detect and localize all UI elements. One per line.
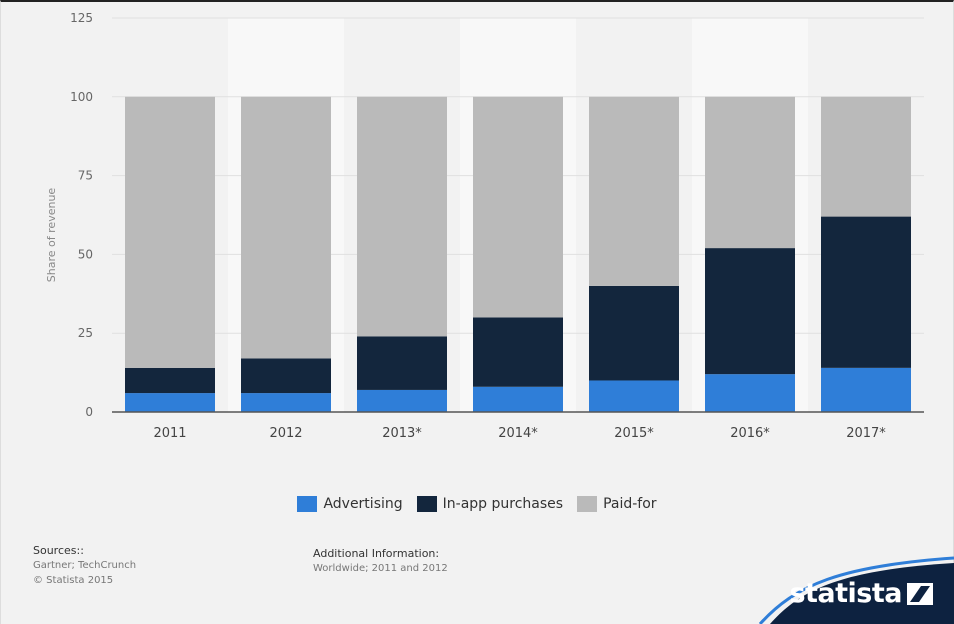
bar-in-app-purchases-2017[interactable] [821,216,911,368]
additional-info-title: Additional Information: [313,547,440,560]
y-tick-label: 50 [78,247,93,261]
bar-paid-for-2017[interactable] [821,96,911,217]
bar-in-app-purchases-2012[interactable] [241,358,331,394]
bar-in-app-purchases-2016[interactable] [705,248,795,375]
x-tick-label: 2016* [730,426,770,441]
legend-item-in-app-purchases[interactable]: In-app purchases [416,496,564,512]
bar-advertising-2016[interactable] [705,374,795,412]
x-tick-label: 2013* [382,426,422,441]
bar-advertising-2017[interactable] [821,367,911,412]
y-tick-label: 25 [78,326,93,340]
bar-advertising-2015[interactable] [589,380,679,412]
bar-paid-for-2011[interactable] [125,96,215,368]
x-tick-label: 2014* [498,426,538,441]
sources-line[interactable]: Gartner; TechCrunch [33,560,137,571]
sources-title: Sources:: [33,544,84,557]
legend-item-paid-for[interactable]: Paid-for [577,496,657,512]
legend-swatch-advertising [297,496,318,512]
bar-paid-for-2015[interactable] [589,96,679,286]
legend-swatch-paid-for [577,496,598,512]
legend-item-advertising[interactable]: Advertising [297,496,403,512]
y-tick-label: 0 [85,405,93,419]
y-tick-label: 125 [70,11,93,25]
x-tick-label: 2011 [153,426,186,441]
bar-advertising-2013[interactable] [357,389,447,412]
legend-label-in-app-purchases: In-app purchases [442,496,564,512]
x-tick-label: 2015* [614,426,654,441]
bar-in-app-purchases-2013[interactable] [357,336,447,390]
legend-swatch-in-app-purchases [416,496,437,512]
additional-info-line: Worldwide; 2011 and 2012 [313,563,448,574]
bar-paid-for-2012[interactable] [241,96,331,359]
bar-advertising-2011[interactable] [125,393,215,412]
statista-logo-text[interactable]: statista [789,578,902,609]
bar-paid-for-2013[interactable] [357,96,447,337]
y-tick-label: 75 [78,169,93,183]
copyright-line: © Statista 2015 [33,575,114,586]
bar-in-app-purchases-2014[interactable] [473,317,563,387]
bar-in-app-purchases-2015[interactable] [589,285,679,381]
bar-advertising-2014[interactable] [473,386,563,412]
legend-label-paid-for: Paid-for [603,496,657,512]
chart-legend: Advertising In-app purchases Paid-for [0,496,954,512]
bar-in-app-purchases-2011[interactable] [125,367,215,394]
x-tick-label: 2017* [846,426,886,441]
y-axis-label: Share of revenue [45,188,58,283]
bar-paid-for-2016[interactable] [705,96,795,249]
sources-block: Sources:: Gartner; TechCrunch © Statista… [33,543,136,588]
x-tick-label: 2012 [269,426,302,441]
statista-logo-icon[interactable] [907,583,933,605]
bar-paid-for-2014[interactable] [473,96,563,318]
additional-info-block: Additional Information: Worldwide; 2011 … [313,546,448,576]
legend-label-advertising: Advertising [323,496,403,512]
y-tick-label: 100 [70,90,93,104]
bar-advertising-2012[interactable] [241,393,331,412]
